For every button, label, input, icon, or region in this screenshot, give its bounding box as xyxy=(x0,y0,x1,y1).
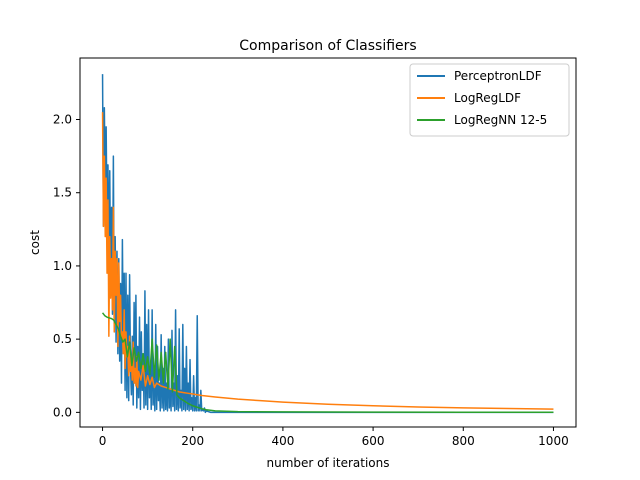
series-layer xyxy=(101,74,554,414)
legend-label-logregnn: LogRegNN 12-5 xyxy=(454,113,547,127)
y-axis-label: cost xyxy=(28,230,42,255)
legend-label-perceptronldf: PerceptronLDF xyxy=(454,69,542,83)
x-axis: 0 200 400 600 800 1000 xyxy=(99,427,569,448)
legend: PerceptronLDF LogRegLDF LogRegNN 12-5 xyxy=(409,63,570,137)
x-axis-label: number of iterations xyxy=(267,456,390,470)
y-tick-label: 0.5 xyxy=(53,332,72,346)
legend-label-logregldf: LogRegLDF xyxy=(454,91,521,105)
y-axis: 0.0 0.5 1.0 1.5 2.0 xyxy=(53,113,80,419)
series-line-logregnn-12-5 xyxy=(101,312,554,413)
legend-box xyxy=(409,63,570,137)
x-tick-label: 0 xyxy=(99,434,107,448)
y-tick-label: 1.0 xyxy=(53,259,72,273)
x-tick-label: 1000 xyxy=(538,434,569,448)
y-tick-label: 0.0 xyxy=(53,405,72,419)
chart-title: Comparison of Classifiers xyxy=(239,38,416,54)
x-tick-label: 400 xyxy=(271,434,294,448)
x-tick-label: 600 xyxy=(362,434,385,448)
x-tick-label: 200 xyxy=(181,434,204,448)
y-tick-label: 2.0 xyxy=(53,113,72,127)
plot-frame xyxy=(79,57,577,428)
y-tick-label: 1.5 xyxy=(53,186,72,200)
x-tick-label: 800 xyxy=(452,434,475,448)
